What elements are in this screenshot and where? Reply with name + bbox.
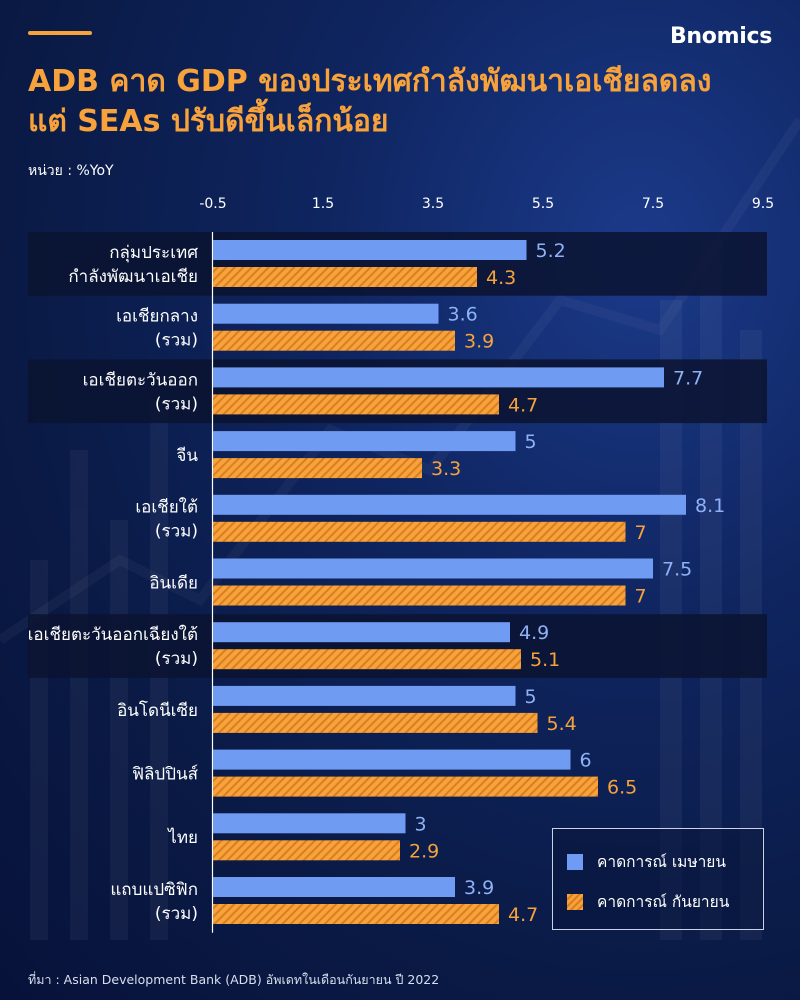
brand-logo: Bnomics [669,24,772,49]
bar-september [213,840,400,861]
value-label-april: 3 [415,813,427,835]
value-label-september: 6.5 [607,777,637,799]
legend-swatch-april [567,853,583,870]
bar-april [213,367,664,388]
value-label-april: 7.7 [673,367,703,389]
category-label: แถบแปซิฟิก(รวม) [110,880,198,924]
category-label: จีน [176,446,198,466]
category-label: อินโดนีเซีย [117,700,198,721]
legend-swatch-september [567,893,583,910]
value-label-september: 3.3 [431,458,461,480]
x-tick-label: 5.5 [532,196,554,212]
bar-september [213,904,499,924]
bar-september [213,649,521,670]
bar-september [213,712,538,733]
value-label-april: 3.6 [448,304,478,326]
bar-september [213,330,455,351]
x-tick-label: -0.5 [199,196,226,212]
value-label-april: 6 [580,750,592,772]
category-label: เอเชียกลาง(รวม) [116,307,198,351]
bar-september [213,776,598,797]
category-label: เอเชียตะวันออก(รวม) [83,370,198,414]
category-label: อินเดีย [149,573,198,593]
legend-label-september: คาดการณ์ กันยายน [597,893,730,911]
bar-september [213,521,626,542]
value-label-september: 3.9 [464,331,494,353]
bar-april [213,558,653,579]
accent-line [28,31,92,35]
legend-item-april: คาดการณ์ เมษายน [567,849,726,874]
bar-september [213,267,477,287]
category-label: เอเชียใต้(รวม) [135,497,198,542]
value-label-april: 7.5 [662,559,692,581]
value-label-september: 7 [635,522,647,544]
legend-label-april: คาดการณ์ เมษายน [597,853,726,871]
value-label-april: 8.1 [695,495,725,517]
value-label-september: 4.3 [486,267,516,289]
legend-item-september: คาดการณ์ กันยายน [567,889,729,914]
bar-september [213,585,626,606]
bar-april [213,749,571,770]
page-title: ADB คาด GDP ของประเทศกำลังพัฒนาเอเชียลดล… [28,62,778,142]
value-label-september: 5.1 [530,649,560,671]
value-label-april: 3.9 [464,877,494,899]
value-label-september: 4.7 [508,394,538,416]
x-tick-label: 3.5 [422,196,444,212]
value-label-april: 5 [525,431,537,453]
source-note: ที่มา : Asian Development Bank (ADB) อัพ… [28,972,440,987]
value-label-april: 4.9 [519,622,549,644]
value-label-september: 4.7 [508,904,538,926]
bar-september [213,394,499,415]
value-label-april: 5.2 [536,240,566,262]
category-label: ไทย [166,827,198,848]
bar-april [213,303,439,324]
value-label-september: 5.4 [547,713,577,735]
x-tick-label: 7.5 [642,196,664,212]
title-line-1: ADB คาด GDP ของประเทศกำลังพัฒนาเอเชียลดล… [28,64,712,99]
category-label: ฟิลิปปินส์ [132,764,199,784]
bar-april [213,431,516,452]
category-label: เอเชียตะวันออกเฉียงใต้(รวม) [28,624,198,669]
title-line-2: แต่ SEAs ปรับดีขึ้นเล็กน้อย [28,104,389,139]
bar-april [213,494,686,515]
bar-april [213,877,455,897]
chart-legend: คาดการณ์ เมษายน คาดการณ์ กันยายน [552,828,764,930]
value-label-april: 5 [525,686,537,708]
category-label: กลุ่มประเทศกำลังพัฒนาเอเชีย [68,243,198,287]
bar-april [213,622,510,643]
value-label-september: 2.9 [409,840,439,862]
bar-april [213,240,527,260]
bar-september [213,458,422,479]
unit-label: หน่วย : %YoY [28,163,114,179]
bar-april [213,813,406,834]
x-tick-label: 9.5 [752,196,774,212]
bar-april [213,685,516,706]
value-label-september: 7 [635,586,647,608]
x-tick-label: 1.5 [312,196,334,212]
